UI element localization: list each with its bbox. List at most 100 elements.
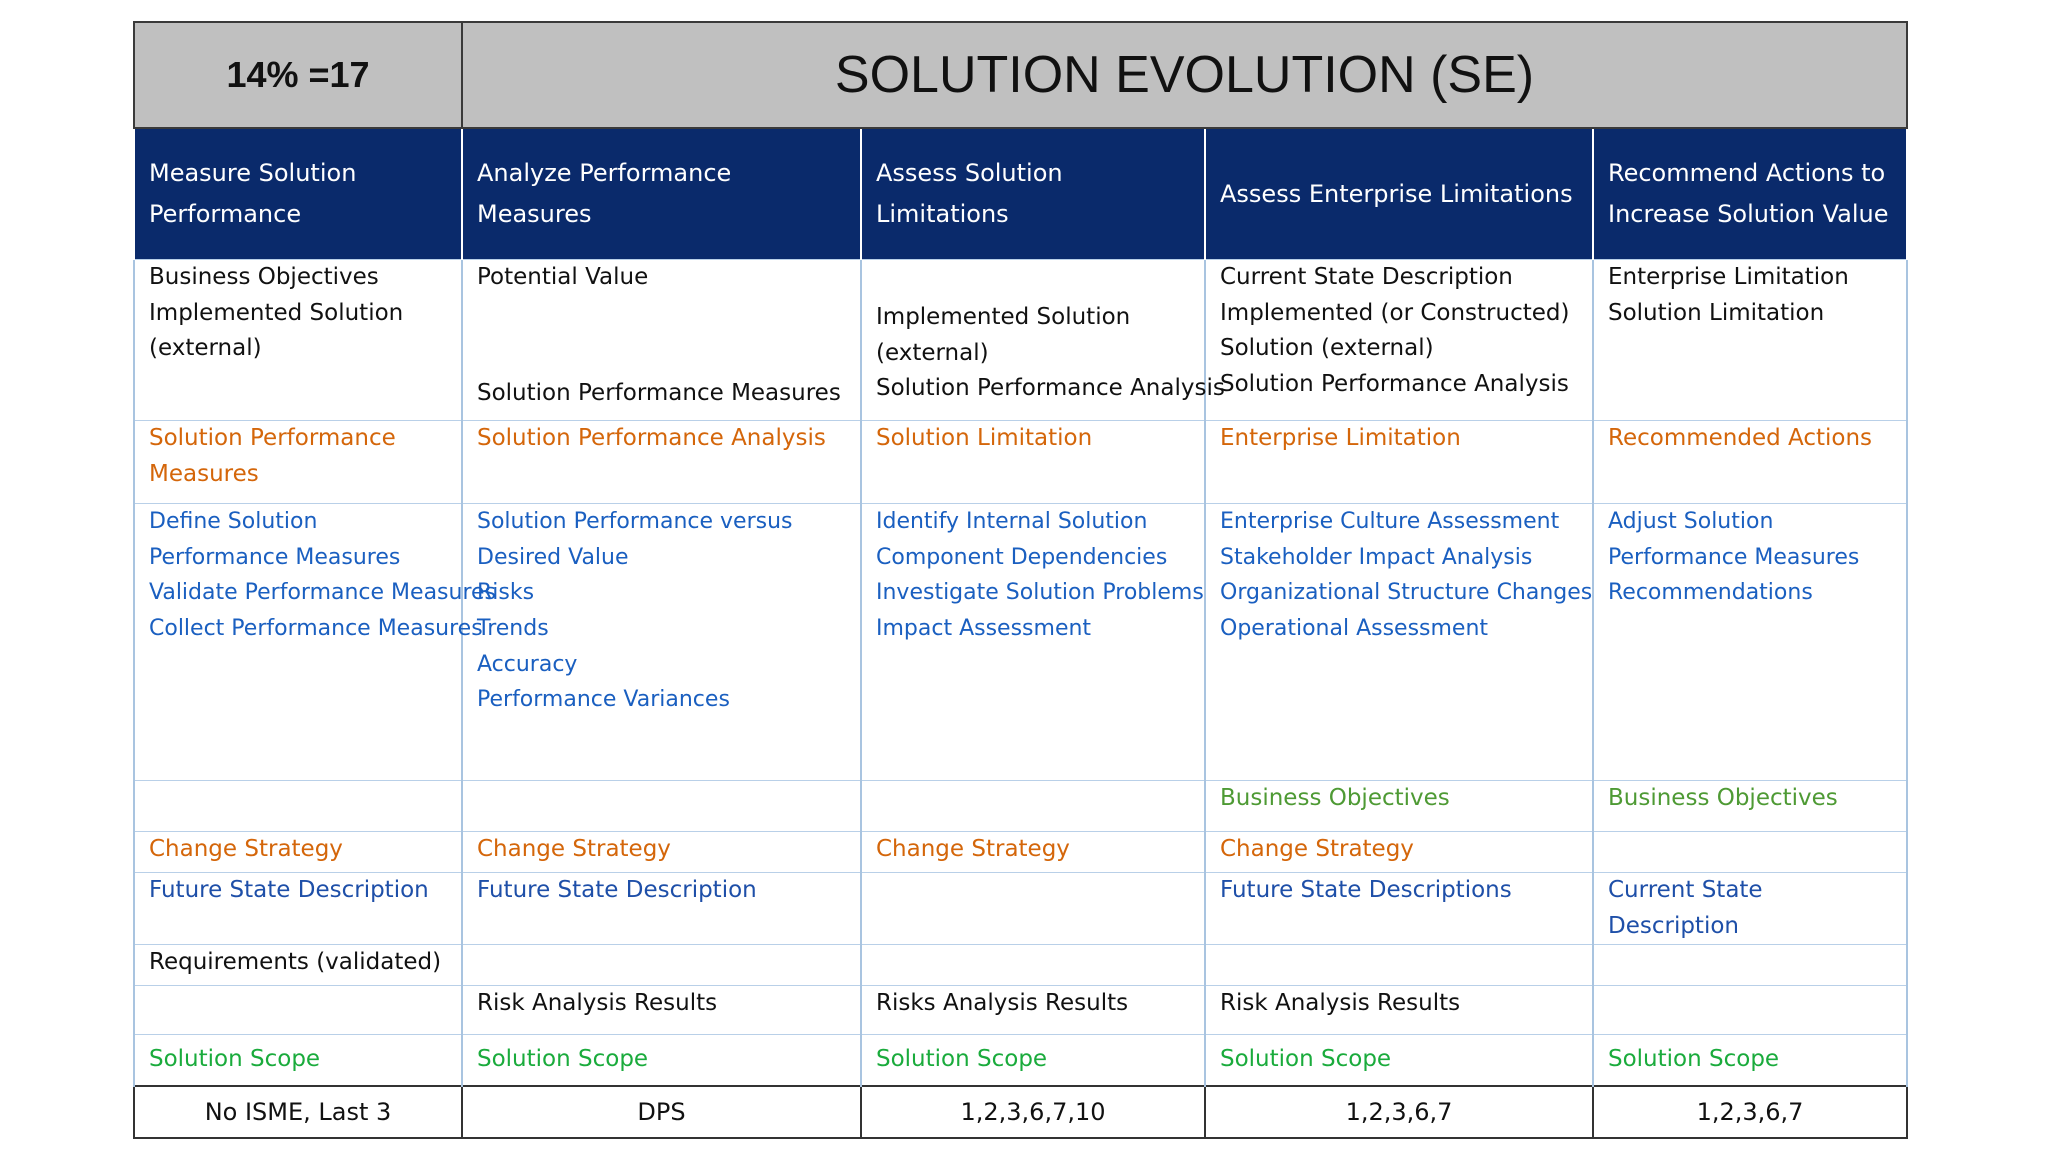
scope-cell: Solution Scope [1204, 1034, 1594, 1087]
technique-item: Accuracy [477, 651, 578, 677]
footer-cell: DPS [461, 1085, 862, 1140]
empty-cell [860, 871, 1206, 946]
guideline-cell: Requirements (validated) [133, 944, 463, 987]
business-objectives-row: Business Objectives Business Objectives [133, 780, 1909, 832]
empty-cell [461, 780, 862, 832]
footer-cell: 1,2,3,6,7 [1204, 1085, 1594, 1140]
change-strategy-row: Change Strategy Change Strategy Change S… [133, 831, 1909, 873]
input-text: Solution Performance Analysis [1220, 370, 1569, 397]
technique-item: Collect Performance Measures [149, 615, 483, 641]
input-text: Solution (external) [1220, 335, 1434, 362]
techniques-cell-recommend: Adjust Solution Performance Measures Rec… [1591, 503, 1909, 781]
guideline-cell: Change Strategy [133, 831, 463, 873]
technique-item: Identify Internal Solution Component Dep… [876, 509, 1168, 570]
input-text: Implemented (or Constructed) [1220, 299, 1570, 326]
empty-cell [860, 780, 1206, 832]
technique-item: Organizational Structure Changes [1220, 580, 1593, 606]
empty-cell [461, 944, 862, 987]
output-cell: Solution Performance Measures [133, 420, 463, 504]
guideline-cell: Future State Description [133, 871, 463, 946]
techniques-cell-measure: Define Solution Performance Measures Val… [133, 503, 497, 781]
guideline-cell: Future State Descriptions [1204, 871, 1594, 946]
guideline-cell: Future State Description [461, 871, 862, 946]
table-title: SOLUTION EVOLUTION (SE) [460, 21, 1909, 129]
weight-label: 14% =17 [133, 21, 463, 129]
column-header-measure: Measure Solution Performance [133, 127, 463, 260]
footer-cell: 1,2,3,6,7,10 [860, 1085, 1206, 1140]
input-text: Solution Limitation [1608, 299, 1825, 326]
input-text: Solution Performance Measures [477, 379, 841, 406]
technique-item: Performance Variances [477, 687, 730, 713]
inputs-cell-assess-solution: Implemented Solution (external) Solution… [860, 259, 1225, 421]
output-cell: Solution Performance Analysis [461, 420, 862, 504]
solution-evolution-table-wrapper: 14% =17 SOLUTION EVOLUTION (SE) Measure … [133, 21, 1909, 1140]
technique-item: Adjust Solution Performance Measures [1608, 509, 1860, 570]
empty-cell [133, 985, 463, 1036]
input-text: Implemented Solution [876, 304, 1131, 330]
scope-cell: Solution Scope [461, 1034, 862, 1087]
output-cell: Solution Limitation [860, 420, 1206, 504]
inputs-cell-assess-enterprise: Current State Description Implemented (o… [1204, 259, 1594, 421]
column-header-recommend: Recommend Actions to Increase Solution V… [1591, 127, 1909, 260]
scope-cell: Solution Scope [860, 1034, 1206, 1087]
technique-item: Impact Assessment [876, 615, 1092, 641]
inputs-cell-analyze: Potential Value Solution Performance Mea… [461, 259, 862, 421]
output-cell: Enterprise Limitation [1204, 420, 1594, 504]
risk-row: Risk Analysis Results Risks Analysis Res… [133, 985, 1909, 1036]
techniques-cell-assess-solution: Identify Internal Solution Component Dep… [860, 503, 1206, 781]
guideline-cell: Change Strategy [1204, 831, 1594, 873]
empty-cell [1591, 831, 1909, 873]
techniques-row: Define Solution Performance Measures Val… [133, 503, 1909, 781]
technique-item: Enterprise Culture Assessment [1220, 509, 1560, 534]
technique-item: Validate Performance Measures [149, 580, 497, 606]
technique-item: Investigate Solution Problems [876, 580, 1204, 606]
stakeholder-cell: Business Objectives [1591, 780, 1909, 832]
input-text: Enterprise Limitation [1608, 264, 1849, 290]
footer-row: No ISME, Last 3 DPS 1,2,3,6,7,10 1,2,3,6… [133, 1085, 1909, 1140]
task-header-row: Measure Solution Performance Analyze Per… [133, 127, 1909, 260]
outputs-row: Solution Performance Measures Solution P… [133, 420, 1909, 504]
empty-cell [1591, 944, 1909, 987]
input-text: Business Objectives [149, 264, 379, 290]
technique-item: Solution Performance versus Desired Valu… [477, 509, 793, 570]
inputs-cell-recommend: Enterprise Limitation Solution Limitatio… [1591, 259, 1909, 421]
scope-cell: Solution Scope [1591, 1034, 1909, 1087]
guideline-cell: Change Strategy [860, 831, 1206, 873]
input-text: Solution Performance Analysis [876, 375, 1225, 402]
techniques-cell-analyze: Solution Performance versus Desired Valu… [461, 503, 862, 781]
empty-cell [1591, 985, 1909, 1036]
guideline-cell: Current State Description [1591, 871, 1909, 946]
stakeholder-cell: Business Objectives [1204, 780, 1594, 832]
guideline-cell: Change Strategy [461, 831, 862, 873]
table-edge-mark [133, 1115, 135, 1137]
inputs-row: Business Objectives Implemented Solution… [133, 259, 1909, 421]
solution-evolution-table: 14% =17 SOLUTION EVOLUTION (SE) Measure … [133, 21, 1909, 1140]
footer-cell: 1,2,3,6,7 [1591, 1085, 1909, 1140]
column-header-assess-enterprise: Assess Enterprise Limitations [1204, 127, 1594, 260]
empty-cell [860, 944, 1206, 987]
scope-cell: Solution Scope [133, 1034, 463, 1087]
technique-item: Define Solution Performance Measures [149, 509, 401, 570]
guideline-cell: Risk Analysis Results [461, 985, 862, 1036]
solution-scope-row: Solution Scope Solution Scope Solution S… [133, 1034, 1909, 1087]
input-text: Implemented Solution [149, 299, 404, 326]
technique-item: Trends [477, 615, 549, 641]
inputs-cell-measure: Business Objectives Implemented Solution… [133, 259, 463, 421]
technique-item: Recommendations [1608, 580, 1813, 606]
techniques-cell-assess-enterprise: Enterprise Culture Assessment Stakeholde… [1204, 503, 1594, 781]
requirements-row: Requirements (validated) [133, 944, 1909, 987]
column-header-assess-solution: Assess Solution Limitations [860, 127, 1206, 260]
footer-cell: No ISME, Last 3 [133, 1085, 463, 1140]
technique-item: Risks [477, 580, 535, 606]
future-state-row: Future State Description Future State De… [133, 871, 1909, 946]
guideline-cell: Risks Analysis Results [860, 985, 1206, 1036]
title-row: 14% =17 SOLUTION EVOLUTION (SE) [133, 21, 1909, 129]
empty-cell [1204, 944, 1594, 987]
input-text: (external) [876, 339, 989, 366]
input-text: Potential Value [477, 264, 649, 290]
technique-item: Operational Assessment [1220, 615, 1489, 641]
column-header-analyze: Analyze Performance Measures [461, 127, 862, 260]
technique-item: Stakeholder Impact Analysis [1220, 544, 1533, 570]
empty-cell [133, 780, 463, 832]
input-text: (external) [149, 335, 262, 362]
